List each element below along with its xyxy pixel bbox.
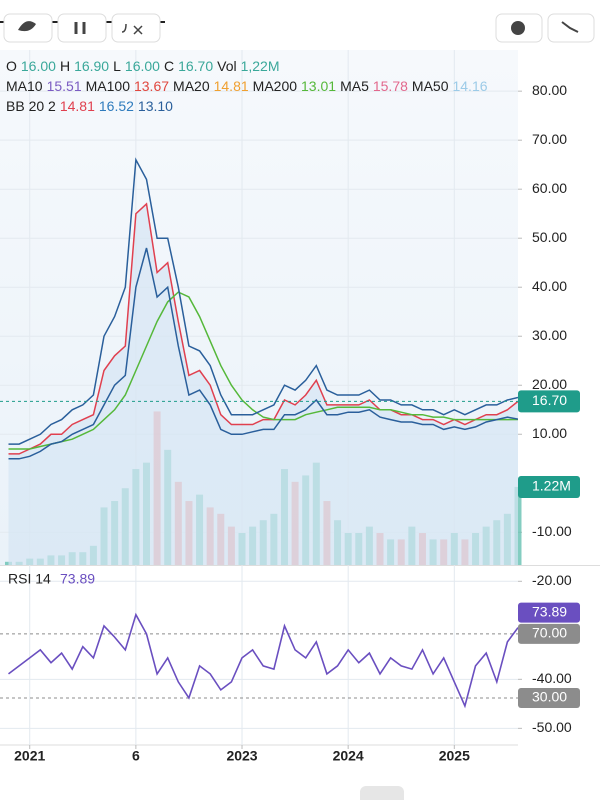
legend-label: BB 20 2 xyxy=(6,98,56,114)
tool-icon xyxy=(18,21,36,32)
y-tick-label: 50.00 xyxy=(532,229,567,245)
x-tick-label: 2025 xyxy=(439,748,470,764)
rsi-last-tag xyxy=(518,602,580,623)
rsi-level-label: 70.00 xyxy=(532,625,567,641)
y-tick-label: 80.00 xyxy=(532,82,567,98)
legend-value: 14.16 xyxy=(452,78,488,94)
x-tick-label: 2023 xyxy=(226,748,257,764)
rsi-level-tag xyxy=(518,623,580,644)
y-tick-label: 10.00 xyxy=(532,425,567,441)
rsi-line xyxy=(8,612,519,709)
legend: O 16.00 H 16.90 L 16.00 C 16.70 Vol 1,22M MA10 15.5… xyxy=(6,56,566,116)
legend-value: 14.81 xyxy=(59,98,95,114)
series-line xyxy=(8,247,518,460)
price-area xyxy=(8,203,518,565)
y-tick-label: -40.00 xyxy=(532,670,572,686)
y-tick-label: -10.00 xyxy=(532,523,572,539)
legend-row: O 16.00 H 16.90 L 16.00 C 16.70 Vol 1,22M xyxy=(6,56,566,76)
legend-value: 13.67 xyxy=(133,78,170,94)
tool-icon xyxy=(121,23,143,35)
y-tick-label: 70.00 xyxy=(532,131,567,147)
price-tag-label: 16.70 xyxy=(532,392,567,408)
legend-value: 13.10 xyxy=(137,98,173,114)
legend-label: MA20 xyxy=(173,78,210,94)
series-line xyxy=(8,291,518,450)
legend-label: MA100 xyxy=(85,78,130,94)
legend-row: BB 20 2 14.81 16.52 13.10 xyxy=(6,96,566,116)
tool-icon xyxy=(511,21,525,35)
legend-value: 16.90 xyxy=(74,58,110,74)
rsi-level-tag xyxy=(518,687,580,708)
legend-label: L xyxy=(113,58,121,74)
rsi-value: 73.89 xyxy=(60,571,95,587)
legend-label: Vol xyxy=(217,58,237,74)
y-tick-label: 40.00 xyxy=(532,278,567,294)
rsi-level-label: 30.00 xyxy=(532,689,567,705)
legend-label: MA10 xyxy=(6,78,43,94)
y-tick-label: 20.00 xyxy=(532,376,567,392)
series-line xyxy=(8,202,518,455)
bottom-bar xyxy=(0,772,600,800)
legend-value: 14.81 xyxy=(213,78,249,94)
y-tick-label: -20.00 xyxy=(532,572,572,588)
x-tick-label: 2021 xyxy=(14,748,45,764)
rsi-title: RSI 14 xyxy=(8,571,51,587)
legend-label: MA200 xyxy=(252,78,298,94)
volume-tag-label: 1.22M xyxy=(532,478,571,494)
y-tick-label: 60.00 xyxy=(532,180,567,196)
x-tick-label: 2024 xyxy=(333,748,364,764)
rsi-last-label: 73.89 xyxy=(532,603,567,619)
tool-icon xyxy=(74,22,86,34)
series-line xyxy=(8,157,518,445)
legend-value: 16.00 xyxy=(124,58,160,74)
y-tick-label: -50.00 xyxy=(532,719,572,735)
line-group xyxy=(8,157,518,565)
y-tick-label: 30.00 xyxy=(532,327,567,343)
legend-value: 15.51 xyxy=(46,78,82,94)
legend-label: MA50 xyxy=(411,78,449,94)
rsi-pane xyxy=(0,566,518,744)
legend-label: O xyxy=(6,58,17,74)
tool-button[interactable] xyxy=(57,13,107,43)
legend-value: 13.01 xyxy=(301,78,337,94)
x-tick-label: 6 xyxy=(132,748,140,764)
legend-value: 15.78 xyxy=(372,78,408,94)
line-group xyxy=(8,612,519,709)
bottom-tab[interactable] xyxy=(360,786,404,800)
legend-value: 16.52 xyxy=(98,98,134,114)
volume-bar xyxy=(4,561,12,565)
legend-value: 16.00 xyxy=(20,58,56,74)
legend-value: 1,22M xyxy=(240,58,280,74)
legend-value: 16.70 xyxy=(178,58,214,74)
legend-label: H xyxy=(59,58,71,74)
volume-tag xyxy=(518,475,580,498)
legend-row: MA10 15.51 MA100 13.67 MA20 14.81 MA200 13.01 MA… xyxy=(6,76,566,96)
legend-label: C xyxy=(163,58,175,74)
legend-label: MA5 xyxy=(340,78,369,94)
price-tag xyxy=(518,390,580,413)
tool-icon xyxy=(561,21,579,33)
